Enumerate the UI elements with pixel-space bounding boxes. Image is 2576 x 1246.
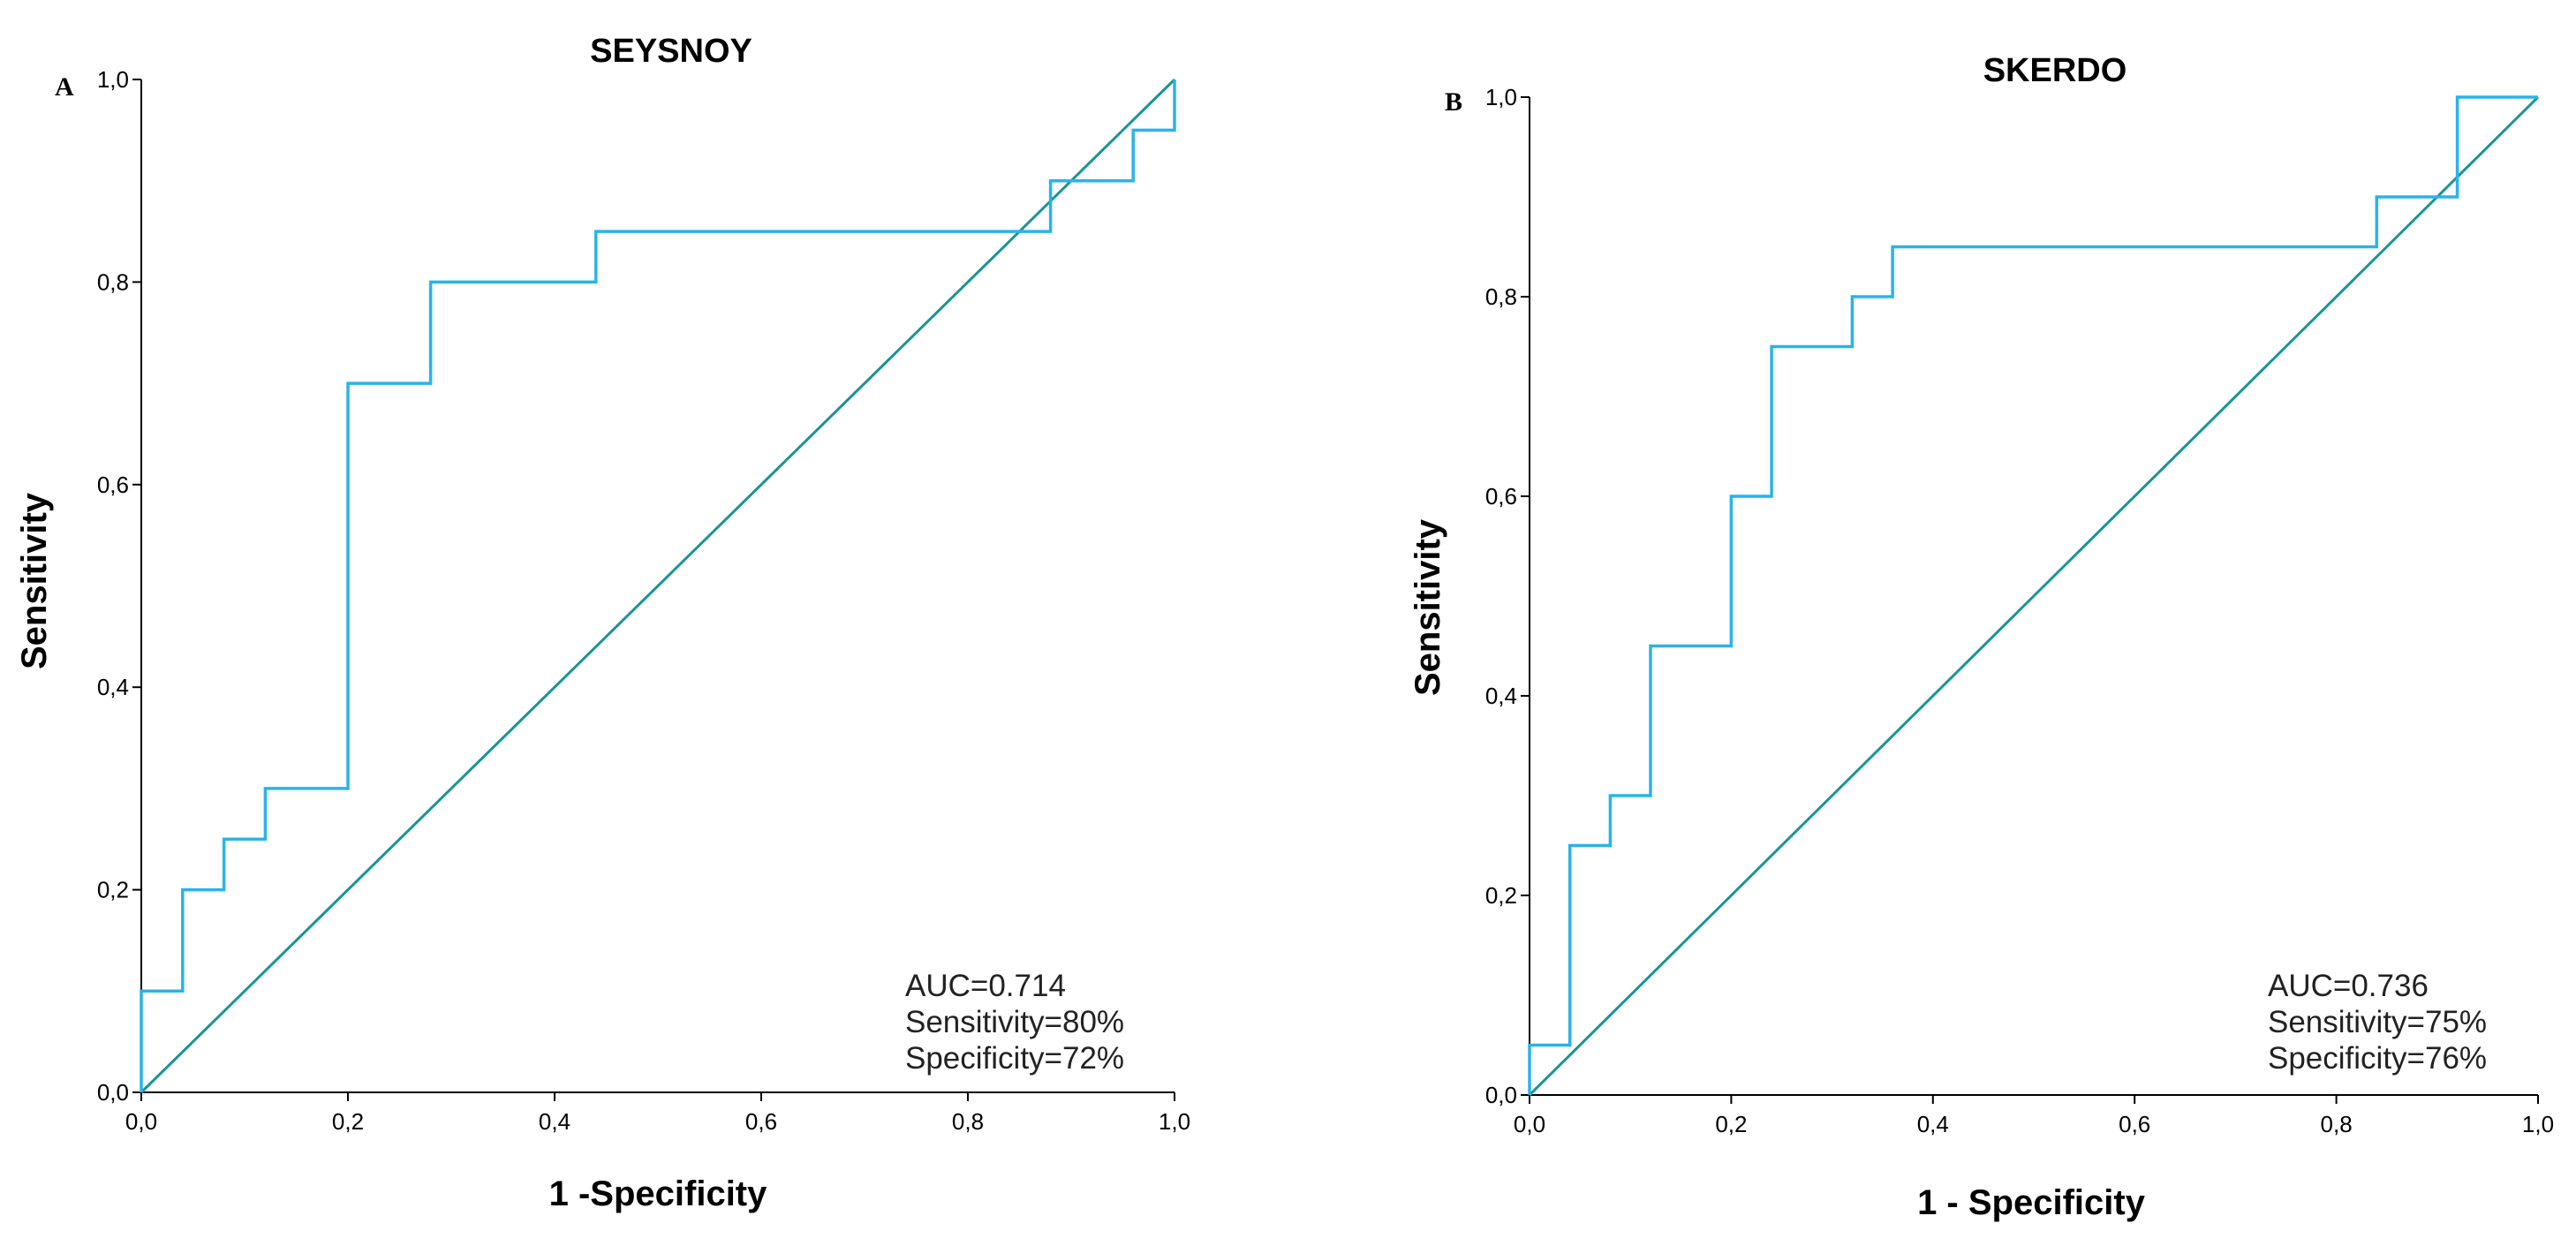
roc-curve-line: [140, 79, 1176, 1092]
sensitivity-annotation-a: Sensitivity=80%: [905, 1005, 1124, 1039]
x-tick-label: 0,6: [2119, 1111, 2150, 1137]
axes-a: [140, 79, 1175, 1093]
auc-annotation-b: AUC=0.736: [2268, 969, 2429, 1003]
x-tick-label: 0,8: [952, 1108, 984, 1135]
y-axis-label-a: Sensitivity: [15, 492, 54, 669]
auc-annotation-a: AUC=0.714: [905, 969, 1066, 1003]
panel-letter-b: B: [1445, 87, 1462, 117]
specificity-annotation-a: Specificity=72%: [905, 1041, 1124, 1076]
axes-b: [1529, 97, 2538, 1096]
y-tick-label: 0,2: [1485, 882, 1517, 909]
roc-curve-line: [1528, 95, 2538, 1095]
panel-letter-a: A: [55, 72, 74, 102]
x-tick-label: 0,0: [125, 1108, 157, 1135]
y-tick-label: 0,8: [97, 268, 129, 295]
chart-title-b: SKERDO: [1983, 52, 2127, 89]
x-tick-label: 0,8: [2321, 1111, 2353, 1137]
sensitivity-annotation-b: Sensitivity=75%: [2268, 1005, 2487, 1039]
x-tick-label: 1,0: [2522, 1111, 2554, 1137]
y-tick-label: 0,8: [1485, 283, 1517, 310]
x-axis-label-b: 1 - Specificity: [1917, 1183, 2146, 1222]
x-axis-label-a: 1 -Specificity: [549, 1174, 768, 1213]
annotation-block-a: AUC=0.714 Sensitivity=80% Specificity=72…: [905, 969, 1124, 1076]
x-tick-label: 0,4: [1917, 1111, 1949, 1137]
x-tick-label: 0,4: [539, 1108, 570, 1135]
x-tick-label: 0,0: [1514, 1111, 1545, 1137]
lines-a: [140, 78, 1176, 1094]
y-tick-label: 0,0: [97, 1079, 129, 1106]
x-tick-label: 0,6: [745, 1108, 777, 1135]
reference-diagonal-line: [140, 78, 1176, 1094]
panel-a: A SEYSNOY Sensitivity 1 -Specificity 0,0…: [15, 33, 1190, 1213]
panel-b: B SKERDO Sensitivity 1 - Specificity 0,0…: [1409, 52, 2554, 1222]
ticks-b: 0,0 0,0 0,2 0,2 0,4 0,4 0,6 0,6 0,8 0,8 1,0 1,0: [1485, 84, 2554, 1137]
y-tick-label: 0,4: [97, 674, 129, 700]
y-tick-label: 0,0: [1485, 1082, 1517, 1108]
y-tick-label: 0,6: [97, 472, 129, 498]
y-tick-label: 0,4: [1485, 683, 1517, 709]
lines-b: [1528, 95, 2540, 1097]
x-tick-label: 0,2: [332, 1108, 364, 1135]
specificity-annotation-b: Specificity=76%: [2268, 1041, 2487, 1076]
reference-diagonal-line: [1528, 95, 2540, 1097]
chart-title-a: SEYSNOY: [590, 33, 752, 70]
y-tick-label: 1,0: [1485, 84, 1517, 110]
annotation-block-b: AUC=0.736 Sensitivity=75% Specificity=76…: [2268, 969, 2487, 1076]
y-tick-label: 1,0: [97, 66, 129, 93]
x-tick-label: 0,2: [1715, 1111, 1747, 1137]
y-tick-label: 0,6: [1485, 483, 1517, 510]
y-tick-label: 0,2: [97, 877, 129, 903]
ticks-a: 0,00,0 0,2 0,2 0,4 0,4 0,6 0,6 0,8 0,8 1,0 1,0: [97, 66, 1190, 1135]
x-tick-label: 1,0: [1159, 1108, 1190, 1135]
y-axis-label-b: Sensitivity: [1409, 518, 1447, 696]
